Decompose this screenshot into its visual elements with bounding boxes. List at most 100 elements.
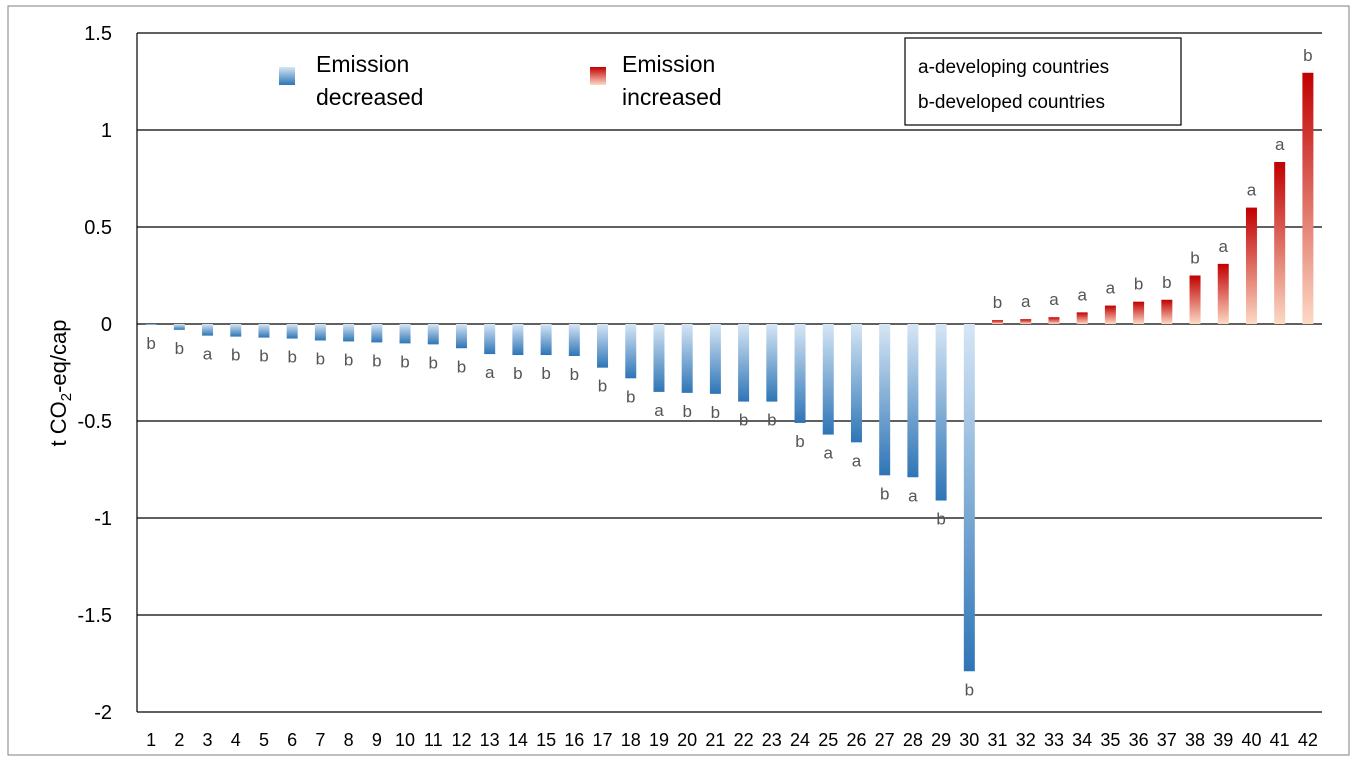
x-tick-label: 16 <box>564 730 584 750</box>
bar <box>709 324 721 394</box>
y-axis-title-tail: -eq/cap <box>46 320 71 393</box>
legend-decreased-line1: Emission <box>316 51 409 77</box>
bar <box>145 324 157 325</box>
y-axis-title-main: t CO <box>46 401 71 446</box>
x-tick-label: 22 <box>734 730 754 750</box>
bar <box>625 324 637 379</box>
legend-increased-line1: Emission <box>622 51 715 77</box>
x-tick-label: 38 <box>1185 730 1205 750</box>
bar-annotation: a <box>654 401 664 420</box>
bar <box>850 324 862 443</box>
bar-annotation: b <box>287 348 296 367</box>
x-tick-label: 5 <box>259 730 269 750</box>
bar <box>963 324 975 672</box>
bar-annotation: b <box>626 387 635 406</box>
x-tick-label: 36 <box>1129 730 1149 750</box>
bar-annotation: b <box>429 353 438 372</box>
bar <box>992 320 1004 324</box>
x-tick-label: 24 <box>790 730 810 750</box>
bar <box>738 324 750 402</box>
bar-annotation: b <box>400 352 409 371</box>
y-tick-label: -2 <box>94 702 112 724</box>
bar-annotation: b <box>372 351 381 370</box>
bar <box>258 324 270 338</box>
bar <box>512 324 524 356</box>
bar-annotation: a <box>852 451 862 470</box>
x-tick-label: 6 <box>287 730 297 750</box>
legend-increased: Emission increased <box>590 51 722 110</box>
x-tick-label: 2 <box>174 730 184 750</box>
bar-annotation: b <box>598 377 607 396</box>
x-tick-label: 21 <box>705 730 725 750</box>
x-tick-label: 9 <box>372 730 382 750</box>
x-tick-label: 12 <box>451 730 471 750</box>
bar-annotation: b <box>570 365 579 384</box>
bar-annotation: b <box>682 402 691 421</box>
x-tick-label: 42 <box>1298 730 1318 750</box>
x-tick-label: 20 <box>677 730 697 750</box>
bar <box>879 324 891 476</box>
x-tick-label: 37 <box>1157 730 1177 750</box>
x-axis-ticks: 1 2 3 4 5 6 7 8 9 10 11 12 13 14 15 16 17 18 19 20 21 22 23 24 2… <box>146 730 1318 750</box>
legend-increased-line2: increased <box>622 84 722 110</box>
legend-group-b: b-developed countries <box>918 92 1105 113</box>
bar <box>455 324 467 349</box>
x-tick-label: 33 <box>1044 730 1064 750</box>
bar-annotation: a <box>1275 135 1285 154</box>
x-tick-label: 15 <box>536 730 556 750</box>
bar <box>822 324 834 435</box>
y-tick-label: 1 <box>101 120 112 142</box>
bar-annotation: b <box>146 334 155 353</box>
x-tick-label: 27 <box>875 730 895 750</box>
x-tick-label: 23 <box>762 730 782 750</box>
y-tick-label: -0.5 <box>78 411 112 433</box>
legend-decreased-line2: decreased <box>316 84 423 110</box>
y-tick-label: 0 <box>101 314 112 336</box>
bar <box>1245 207 1257 324</box>
bar-annotation: b <box>1134 275 1143 294</box>
bar-annotation: a <box>1219 237 1229 256</box>
bar-annotation: b <box>739 411 748 430</box>
x-tick-label: 4 <box>231 730 241 750</box>
bar <box>371 324 383 343</box>
bar-annotation: a <box>1247 181 1257 200</box>
x-tick-label: 14 <box>508 730 528 750</box>
x-tick-label: 25 <box>818 730 838 750</box>
bar <box>343 324 355 342</box>
bar <box>1217 263 1229 324</box>
bar-annotation: b <box>457 357 466 376</box>
bar-annotation: b <box>344 350 353 369</box>
gridlines <box>136 32 1322 713</box>
bar <box>597 324 609 368</box>
bar-annotation: b <box>936 510 945 529</box>
x-tick-label: 11 <box>424 730 443 750</box>
bar <box>907 324 919 478</box>
y-tick-label: 1.5 <box>84 23 112 45</box>
bar-annotation: b <box>993 293 1002 312</box>
bar <box>1189 275 1201 324</box>
bars <box>145 72 1314 672</box>
bar <box>1104 305 1116 324</box>
bar-annotation: a <box>1049 290 1059 309</box>
y-axis-title-subscript: 2 <box>58 393 75 401</box>
bar <box>399 324 411 344</box>
y-tick-label: -1.5 <box>78 605 112 627</box>
bar-annotation: b <box>795 432 804 451</box>
bar <box>653 324 665 392</box>
bar <box>1048 317 1060 324</box>
x-tick-label: 10 <box>395 730 415 750</box>
x-tick-label: 30 <box>959 730 979 750</box>
legend-decreased: Emission decreased <box>279 51 423 110</box>
x-tick-label: 35 <box>1100 730 1120 750</box>
legend-country-groups: a-developing countries b-developed count… <box>904 37 1182 126</box>
x-tick-label: 1 <box>146 730 156 750</box>
bar <box>935 324 947 501</box>
bar <box>286 324 298 339</box>
bar <box>314 324 326 341</box>
x-tick-label: 29 <box>931 730 951 750</box>
x-tick-label: 40 <box>1241 730 1261 750</box>
bar-annotation: b <box>231 346 240 365</box>
legend-increased-swatch <box>590 67 606 85</box>
